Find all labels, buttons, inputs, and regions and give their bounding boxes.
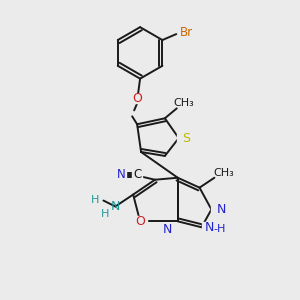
Text: CH₃: CH₃ bbox=[173, 98, 194, 108]
Bar bbox=[212, 205, 227, 214]
Text: C: C bbox=[133, 168, 141, 181]
Text: CH₃: CH₃ bbox=[213, 168, 234, 178]
Text: N: N bbox=[205, 221, 214, 234]
Text: H: H bbox=[101, 209, 110, 219]
Text: -H: -H bbox=[213, 224, 226, 234]
Text: N: N bbox=[111, 200, 120, 213]
Bar bbox=[161, 224, 175, 234]
Text: H: H bbox=[91, 194, 100, 205]
Text: Br: Br bbox=[180, 26, 193, 39]
Bar bbox=[132, 170, 142, 180]
Bar bbox=[177, 133, 190, 143]
Text: N: N bbox=[163, 223, 172, 236]
Bar bbox=[131, 94, 143, 103]
Text: O: O bbox=[132, 92, 142, 105]
Text: S: S bbox=[182, 132, 190, 145]
Text: O: O bbox=[135, 215, 145, 228]
Bar bbox=[133, 216, 147, 226]
Bar bbox=[116, 170, 126, 180]
Text: N: N bbox=[117, 168, 126, 181]
Bar bbox=[202, 222, 218, 232]
Text: N: N bbox=[217, 203, 226, 216]
